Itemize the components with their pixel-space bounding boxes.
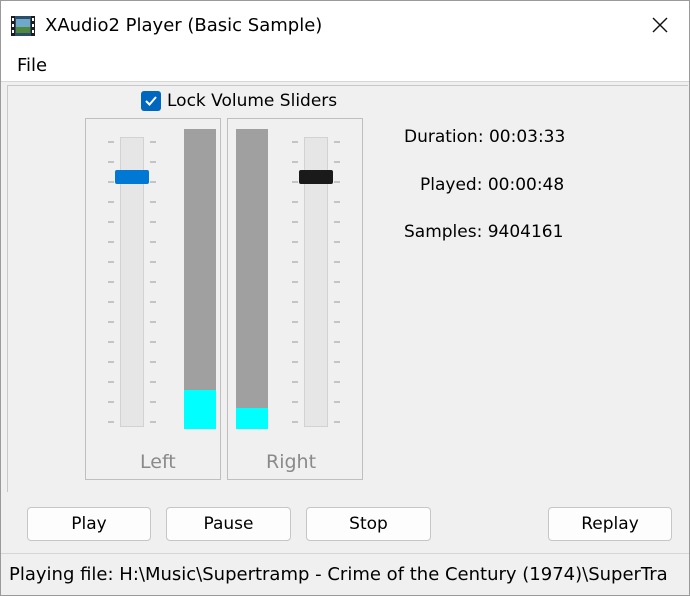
slider-tick	[292, 221, 298, 223]
left-level-meter	[184, 129, 216, 429]
checkbox-checked-icon[interactable]	[141, 91, 161, 111]
right-channel-label: Right	[266, 451, 317, 473]
left-channel-label: Left	[140, 451, 176, 473]
lock-volume-sliders-checkbox[interactable]: Lock Volume Sliders	[141, 90, 337, 112]
slider-tick	[108, 241, 114, 243]
duration-text: Duration: 00:03:33	[404, 127, 566, 147]
left-channel-group: Left	[85, 118, 221, 480]
slider-tick	[150, 201, 156, 203]
slider-tick	[108, 321, 114, 323]
right-level-meter-fill	[236, 408, 268, 429]
window-title: XAudio2 Player (Basic Sample)	[45, 15, 323, 36]
slider-tick	[334, 421, 340, 423]
right-channel-group: Right	[227, 118, 363, 480]
samples-text: Samples: 9404161	[404, 222, 564, 242]
played-text: Played: 00:00:48	[420, 175, 565, 195]
slider-tick	[334, 381, 340, 383]
slider-tick	[292, 141, 298, 143]
left-level-meter-fill	[184, 390, 216, 429]
slider-tick	[108, 421, 114, 423]
slider-tick	[292, 181, 298, 183]
slider-tick	[334, 361, 340, 363]
pause-button[interactable]: Pause	[166, 507, 291, 541]
slider-tick	[292, 201, 298, 203]
slider-tick	[150, 261, 156, 263]
slider-tick	[292, 381, 298, 383]
slider-tick	[334, 401, 340, 403]
slider-tick	[334, 261, 340, 263]
left-volume-slider[interactable]	[120, 137, 144, 427]
slider-tick	[108, 161, 114, 163]
slider-tick	[334, 221, 340, 223]
slider-tick	[150, 221, 156, 223]
slider-tick	[150, 181, 156, 183]
slider-tick	[108, 221, 114, 223]
slider-tick	[108, 281, 114, 283]
status-text: Playing file: H:\Music\Supertramp - Crim…	[9, 564, 668, 585]
slider-tick	[108, 201, 114, 203]
slider-tick	[150, 421, 156, 423]
close-icon	[652, 17, 668, 33]
left-volume-slider-thumb[interactable]	[115, 170, 149, 185]
slider-tick	[292, 301, 298, 303]
slider-tick	[292, 241, 298, 243]
slider-tick	[292, 261, 298, 263]
slider-tick	[108, 301, 114, 303]
slider-tick	[292, 161, 298, 163]
slider-tick	[150, 341, 156, 343]
stop-button[interactable]: Stop	[306, 507, 431, 541]
slider-tick	[334, 301, 340, 303]
slider-tick	[150, 241, 156, 243]
close-button[interactable]	[631, 1, 689, 49]
slider-tick	[334, 241, 340, 243]
slider-tick	[150, 141, 156, 143]
slider-tick	[108, 401, 114, 403]
film-strip-icon	[11, 16, 35, 36]
slider-tick	[108, 261, 114, 263]
slider-tick	[334, 201, 340, 203]
slider-tick	[108, 361, 114, 363]
title-bar[interactable]: XAudio2 Player (Basic Sample)	[1, 1, 689, 49]
slider-tick	[334, 181, 340, 183]
slider-tick	[108, 141, 114, 143]
slider-tick	[108, 181, 114, 183]
slider-tick	[334, 161, 340, 163]
slider-tick	[292, 321, 298, 323]
slider-tick	[292, 361, 298, 363]
right-volume-slider[interactable]	[304, 137, 328, 427]
status-bar: Playing file: H:\Music\Supertramp - Crim…	[1, 553, 689, 595]
slider-tick	[150, 381, 156, 383]
slider-tick	[292, 281, 298, 283]
slider-tick	[334, 341, 340, 343]
menu-bar: File	[1, 49, 689, 82]
slider-tick	[292, 401, 298, 403]
slider-tick	[334, 321, 340, 323]
replay-button[interactable]: Replay	[548, 507, 672, 541]
slider-tick	[150, 301, 156, 303]
slider-tick	[150, 401, 156, 403]
slider-tick	[108, 381, 114, 383]
slider-tick	[292, 341, 298, 343]
play-button[interactable]: Play	[27, 507, 151, 541]
slider-tick	[108, 341, 114, 343]
slider-tick	[150, 361, 156, 363]
slider-tick	[334, 281, 340, 283]
slider-tick	[150, 161, 156, 163]
right-volume-slider-thumb[interactable]	[299, 170, 333, 185]
menu-file[interactable]: File	[17, 55, 48, 76]
lock-volume-sliders-label: Lock Volume Sliders	[167, 91, 338, 111]
right-level-meter	[236, 129, 268, 429]
slider-tick	[334, 141, 340, 143]
slider-tick	[150, 321, 156, 323]
slider-tick	[292, 421, 298, 423]
slider-tick	[150, 281, 156, 283]
